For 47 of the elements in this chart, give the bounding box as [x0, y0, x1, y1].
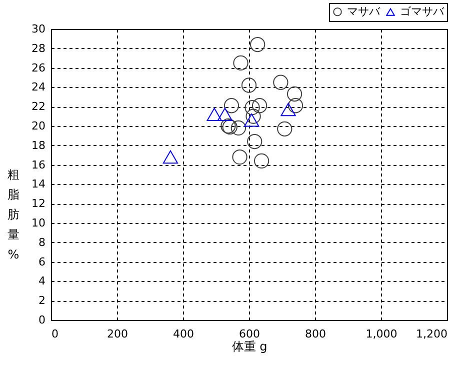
y-tick-label: 26 [32, 61, 46, 74]
y-tick-label: 6 [38, 255, 46, 268]
x-axis-title: 体重 g [232, 340, 268, 354]
y-tick-label: 16 [32, 158, 46, 172]
y-tick-label: 20 [32, 120, 46, 132]
x-tick-label: 1,000 [366, 328, 398, 340]
point [286, 86, 302, 102]
y-tick-label: 14 [32, 178, 46, 191]
y-tick-label: 12 [32, 197, 46, 210]
legend-label: マサバ [347, 4, 381, 18]
y-tick-label: 22 [32, 100, 46, 114]
point [288, 98, 304, 114]
legend-label: ゴマサバ [400, 5, 445, 18]
point [244, 114, 260, 127]
x-tick-label: 1,200 [416, 328, 448, 340]
x-tick-label: 600 [239, 328, 260, 340]
point [273, 74, 288, 90]
y-tick-label: 0 [38, 314, 46, 326]
y-tick-label: 8 [38, 236, 46, 249]
point [230, 120, 246, 136]
y-tick-label: 24 [32, 80, 46, 94]
point [246, 108, 261, 124]
point [206, 108, 222, 121]
point [233, 55, 248, 71]
y-tick-label: 18 [32, 138, 46, 152]
x-tick-label: 0 [52, 328, 58, 340]
point [232, 149, 248, 165]
point [241, 78, 257, 93]
point [224, 98, 240, 114]
point [244, 100, 260, 116]
x-tick-label: 200 [107, 328, 128, 340]
y-tick-label: 10 [32, 216, 46, 230]
y-tick-label: 2 [38, 294, 46, 308]
point [252, 98, 268, 114]
y-tick-label: 30 [32, 22, 46, 36]
y-axis-title: 粗脂肪量% [8, 168, 20, 262]
point [162, 150, 178, 164]
x-tick-label: 400 [173, 328, 194, 340]
point [250, 36, 266, 52]
point [254, 153, 270, 168]
point [217, 108, 232, 121]
point [277, 121, 292, 136]
y-tick-label: 4 [38, 274, 46, 288]
point [247, 134, 262, 150]
x-tick-label: 800 [305, 328, 326, 340]
point [280, 102, 296, 116]
y-tick-label: 28 [32, 42, 46, 55]
